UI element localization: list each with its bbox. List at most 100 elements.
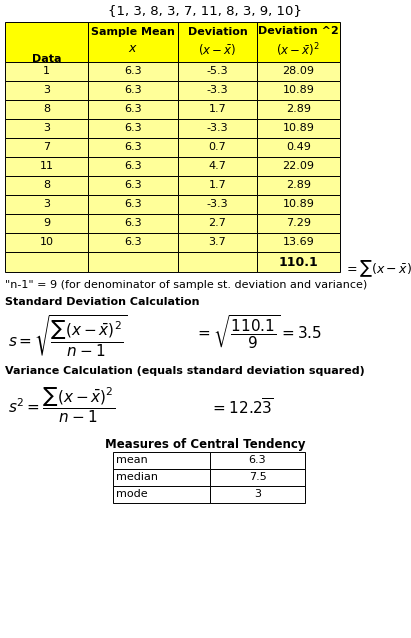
Bar	[5, 252, 88, 272]
Bar	[88, 176, 178, 195]
Bar	[5, 100, 88, 119]
Bar	[88, 214, 178, 233]
Text: -3.3: -3.3	[207, 123, 229, 133]
Text: Deviation ^2: Deviation ^2	[258, 26, 339, 36]
Bar	[88, 22, 178, 62]
Text: 10: 10	[39, 237, 53, 247]
Text: median: median	[116, 472, 158, 482]
Text: 22.09: 22.09	[282, 161, 314, 171]
Bar	[5, 195, 88, 214]
Bar	[88, 81, 178, 100]
Text: 28.09: 28.09	[282, 66, 314, 76]
Text: Data: Data	[32, 54, 61, 64]
Bar	[5, 157, 88, 176]
Text: $s = \sqrt{\dfrac{\sum(x-\bar{x})^2}{n-1}}$: $s = \sqrt{\dfrac{\sum(x-\bar{x})^2}{n-1…	[8, 313, 127, 359]
Bar	[88, 195, 178, 214]
Bar	[5, 233, 88, 252]
Text: -3.3: -3.3	[207, 199, 229, 209]
Bar	[88, 233, 178, 252]
Bar	[88, 157, 178, 176]
Bar	[5, 119, 88, 138]
Text: 11: 11	[39, 161, 53, 171]
Text: 6.3: 6.3	[124, 85, 142, 95]
Text: 0.7: 0.7	[209, 142, 226, 152]
Text: 2.89: 2.89	[286, 104, 311, 114]
Text: mean: mean	[116, 455, 148, 465]
Text: 9: 9	[43, 218, 50, 228]
Text: 6.3: 6.3	[124, 218, 142, 228]
Bar	[257, 62, 340, 81]
Bar	[257, 214, 340, 233]
Bar	[5, 22, 88, 62]
Text: 1: 1	[43, 66, 50, 76]
Bar	[178, 138, 257, 157]
Text: 110.1: 110.1	[279, 256, 319, 269]
Text: 13.69: 13.69	[283, 237, 314, 247]
Text: 3: 3	[43, 85, 50, 95]
Text: 7: 7	[43, 142, 50, 152]
Text: Measures of Central Tendency: Measures of Central Tendency	[105, 438, 305, 451]
Bar	[5, 214, 88, 233]
Text: 10.89: 10.89	[283, 123, 314, 133]
Text: 3: 3	[43, 199, 50, 209]
Text: $s^2 = \dfrac{\sum(x-\bar{x})^2}{n-1}$: $s^2 = \dfrac{\sum(x-\bar{x})^2}{n-1}$	[8, 385, 115, 425]
Bar	[178, 81, 257, 100]
Bar	[257, 119, 340, 138]
Text: 3: 3	[43, 123, 50, 133]
Bar	[5, 176, 88, 195]
Text: 2.89: 2.89	[286, 180, 311, 190]
Bar	[88, 119, 178, 138]
Text: 0.49: 0.49	[286, 142, 311, 152]
Text: Deviation: Deviation	[188, 27, 247, 37]
Text: $= \sum(x-\bar{x})^2$: $= \sum(x-\bar{x})^2$	[344, 258, 411, 279]
Bar	[257, 100, 340, 119]
Text: 7.5: 7.5	[249, 472, 266, 482]
Bar	[178, 100, 257, 119]
Bar	[178, 62, 257, 81]
Text: 7.29: 7.29	[286, 218, 311, 228]
Bar	[178, 233, 257, 252]
Text: 6.3: 6.3	[124, 199, 142, 209]
Bar	[178, 119, 257, 138]
Text: 1.7: 1.7	[209, 104, 226, 114]
Bar	[257, 81, 340, 100]
Text: 8: 8	[43, 104, 50, 114]
Text: 6.3: 6.3	[124, 66, 142, 76]
Text: 2.7: 2.7	[208, 218, 226, 228]
Text: Standard Deviation Calculation: Standard Deviation Calculation	[5, 297, 199, 307]
Bar	[88, 100, 178, 119]
Bar	[178, 195, 257, 214]
Bar	[210, 469, 305, 486]
Text: {1, 3, 8, 3, 7, 11, 8, 3, 9, 10}: {1, 3, 8, 3, 7, 11, 8, 3, 9, 10}	[108, 4, 302, 17]
Text: 3: 3	[254, 489, 261, 499]
Bar	[178, 176, 257, 195]
Bar	[5, 81, 88, 100]
Bar	[5, 138, 88, 157]
Text: -5.3: -5.3	[207, 66, 229, 76]
Text: Variance Calculation (equals standard deviation squared): Variance Calculation (equals standard de…	[5, 366, 365, 376]
Text: $(x-\bar{x})^2$: $(x-\bar{x})^2$	[277, 41, 321, 59]
Text: 3.7: 3.7	[209, 237, 226, 247]
Text: $= 12.2\overline{3}$: $= 12.2\overline{3}$	[210, 398, 273, 418]
Bar	[113, 469, 210, 486]
Text: Sample Mean: Sample Mean	[91, 27, 175, 37]
Text: 6.3: 6.3	[124, 104, 142, 114]
Text: 10.89: 10.89	[283, 199, 314, 209]
Text: 6.3: 6.3	[124, 142, 142, 152]
Bar	[113, 452, 210, 469]
Bar	[113, 486, 210, 503]
Bar	[257, 138, 340, 157]
Bar	[257, 195, 340, 214]
Text: "n-1" = 9 (for denominator of sample st. deviation and variance): "n-1" = 9 (for denominator of sample st.…	[5, 280, 367, 290]
Text: 4.7: 4.7	[208, 161, 226, 171]
Text: -3.3: -3.3	[207, 85, 229, 95]
Bar	[257, 157, 340, 176]
Bar	[210, 486, 305, 503]
Bar	[257, 22, 340, 62]
Bar	[178, 214, 257, 233]
Text: 10.89: 10.89	[283, 85, 314, 95]
Bar	[88, 252, 178, 272]
Text: 6.3: 6.3	[124, 237, 142, 247]
Text: 6.3: 6.3	[124, 161, 142, 171]
Text: mode: mode	[116, 489, 148, 499]
